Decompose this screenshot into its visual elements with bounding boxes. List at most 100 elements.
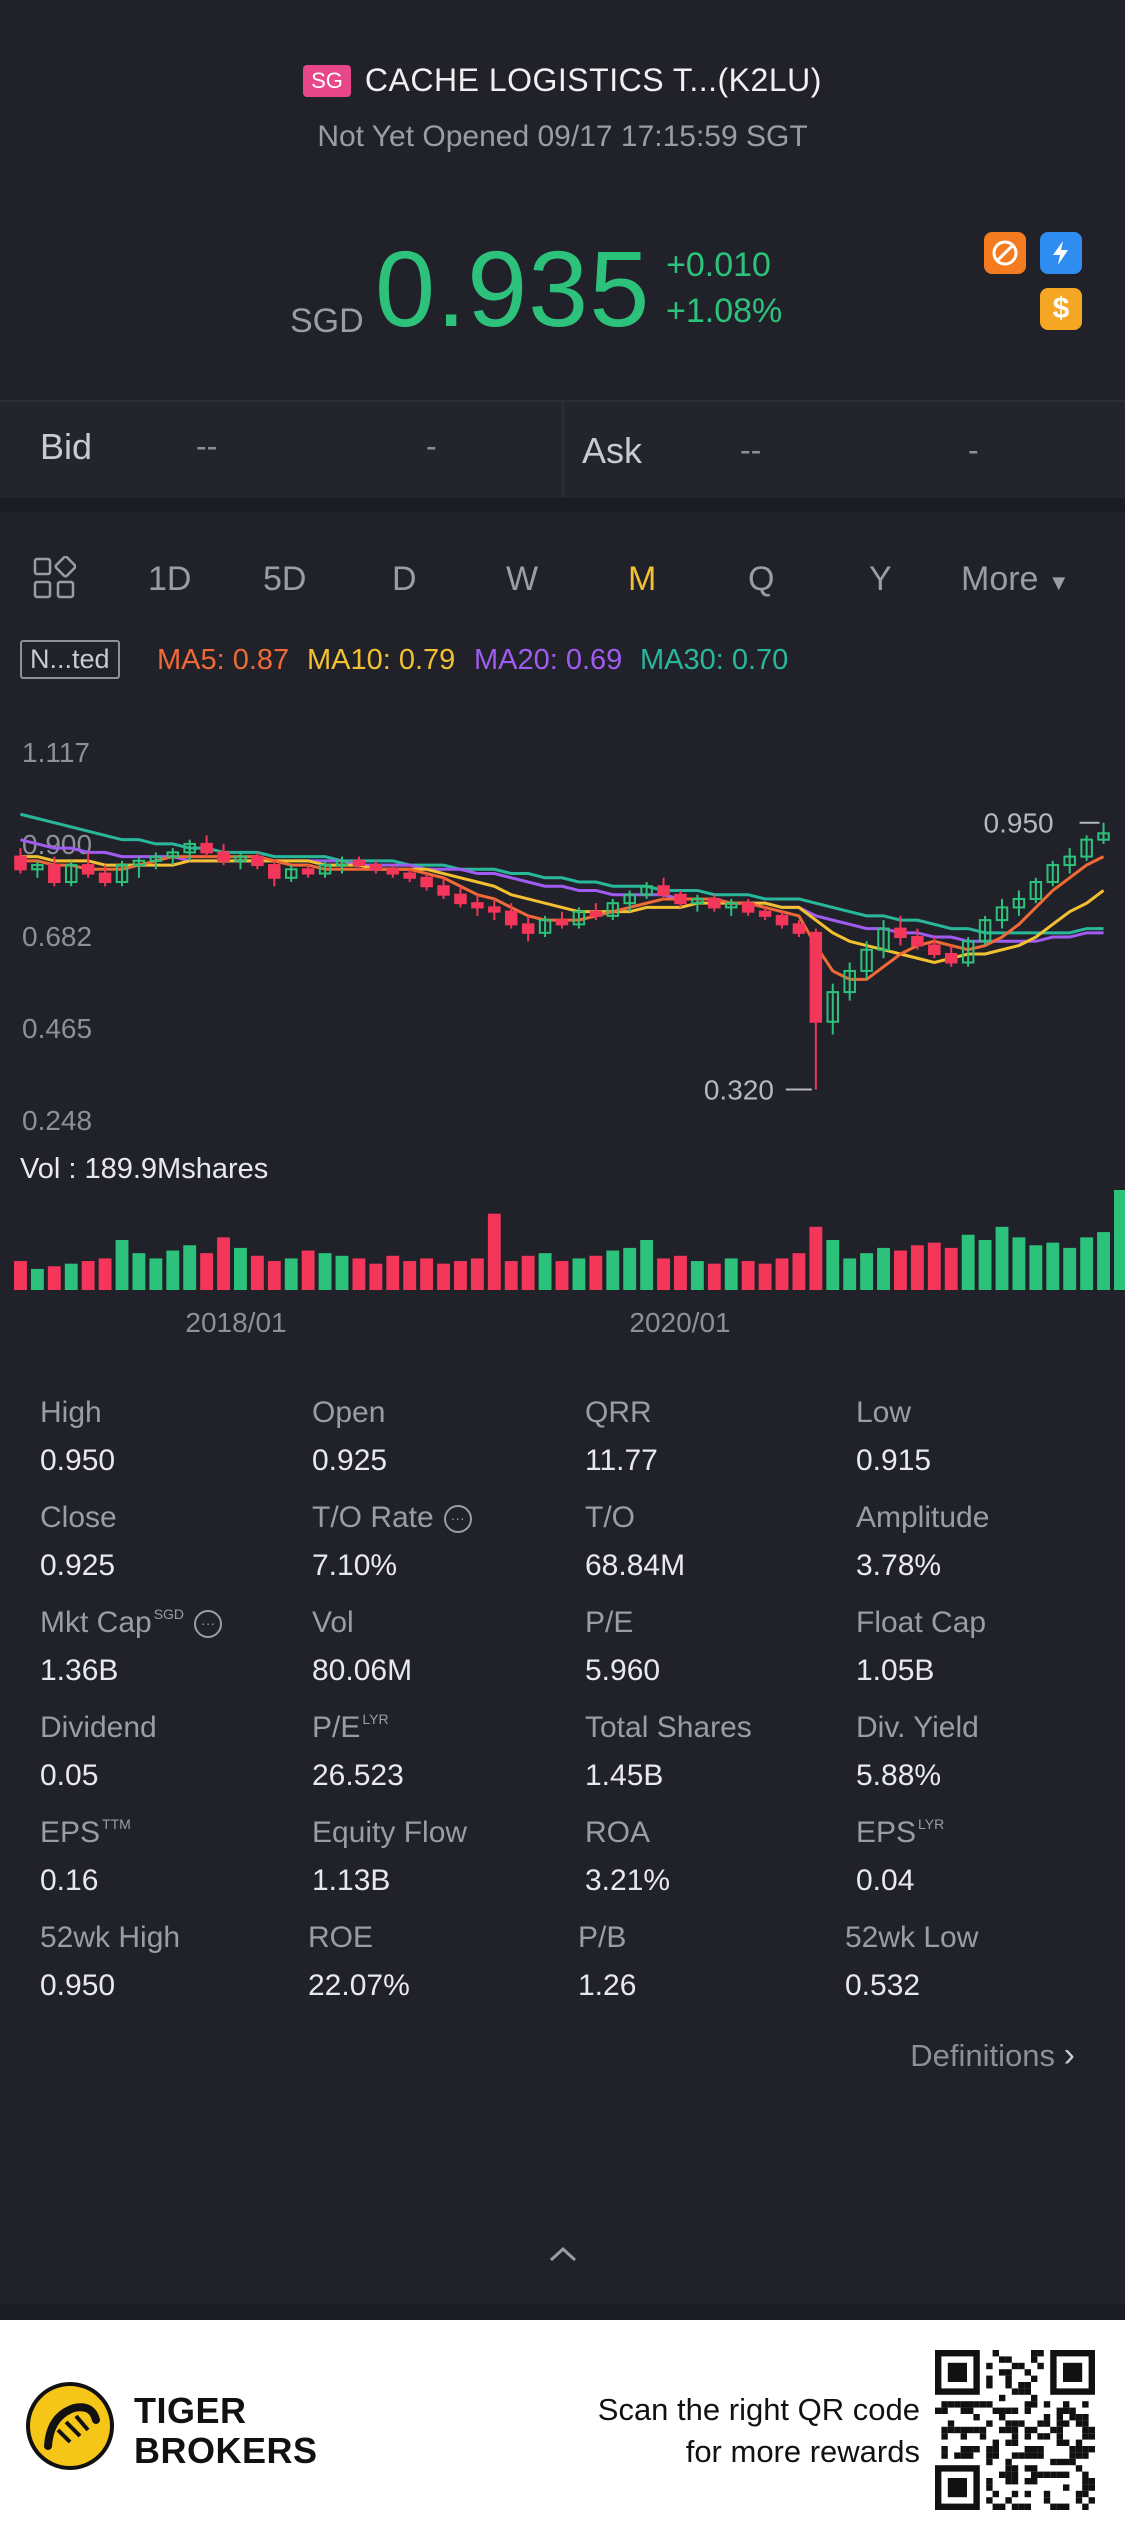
candle-body	[724, 902, 738, 909]
stat-value: 1.26	[578, 1969, 637, 2002]
candle-body	[284, 868, 298, 879]
qr-module	[992, 2490, 999, 2498]
qr-module	[954, 2401, 961, 2408]
adjust-button[interactable]: N...ted	[20, 640, 120, 679]
currency-label: SGD	[290, 302, 364, 340]
tab-more[interactable]: More ▼	[961, 560, 1070, 599]
qr-module	[1031, 2465, 1038, 2472]
stat-value: 0.05	[40, 1759, 99, 1792]
lightning-icon[interactable]	[1040, 232, 1082, 274]
candle-body	[877, 927, 890, 951]
qr-module	[1063, 2503, 1070, 2510]
ma-indicator-row: N...ted MA5: 0.87 MA10: 0.79 MA20: 0.69 …	[0, 640, 1125, 684]
stat-superscript: SGD	[153, 1606, 185, 1622]
volume-bar	[166, 1250, 180, 1290]
volume-bar	[1097, 1232, 1110, 1290]
stat-label-text: Open	[312, 1396, 386, 1429]
tab-5d[interactable]: 5D	[263, 560, 307, 598]
qr-module	[1082, 2503, 1089, 2510]
stat-label: EPS TTM	[40, 1816, 131, 1850]
volume-bar	[403, 1261, 417, 1290]
volume-bar	[115, 1240, 129, 1290]
volume-bars	[14, 1190, 1125, 1290]
qr-module	[1037, 2433, 1044, 2440]
stat-label-text: Amplitude	[856, 1501, 990, 1534]
info-icon[interactable]: ···	[443, 1505, 472, 1534]
qr-module	[1005, 2426, 1012, 2434]
tab-1d[interactable]: 1D	[148, 560, 192, 598]
stat-label: P/B	[578, 1921, 626, 1955]
qr-module	[1043, 2433, 1051, 2440]
qr-module	[1063, 2471, 1070, 2478]
qr-code-icon[interactable]	[935, 2350, 1095, 2510]
qr-module	[1082, 2471, 1089, 2478]
qr-module	[1005, 2478, 1012, 2485]
definitions-link[interactable]: Definitions ›	[910, 2036, 1075, 2075]
tab-q[interactable]: Q	[748, 560, 775, 598]
volume-bar	[1080, 1237, 1094, 1290]
tab-y[interactable]: Y	[869, 560, 892, 598]
stock-title[interactable]: CACHE LOGISTICS T...(K2LU)	[364, 62, 822, 98]
stat-label: Equity Flow	[312, 1816, 467, 1850]
qr-module	[1075, 2439, 1083, 2446]
no-short-icon[interactable]	[984, 232, 1026, 274]
qr-module	[1024, 2369, 1031, 2376]
qr-module	[1082, 2490, 1089, 2498]
volume-bar	[386, 1255, 400, 1290]
ask-label: Ask	[582, 430, 643, 471]
stat-value: 1.45B	[585, 1759, 664, 1792]
bid-ask-bar[interactable]: Bid -- - Ask -- -	[0, 402, 1125, 498]
volume-bar	[47, 1266, 61, 1290]
qr-module	[1088, 2484, 1095, 2491]
qr-module	[1024, 2388, 1031, 2395]
volume-bar	[724, 1258, 738, 1290]
grid-icon[interactable]	[32, 555, 77, 600]
stat-label-text: QRR	[585, 1396, 652, 1429]
qr-module	[1005, 2407, 1012, 2414]
volume-bar	[1012, 1237, 1026, 1290]
candle-body	[623, 893, 636, 905]
qr-module	[1082, 2452, 1089, 2459]
candle-body	[437, 885, 450, 896]
qr-module	[1082, 2446, 1089, 2453]
qr-module	[999, 2407, 1006, 2414]
tab-m[interactable]: M	[628, 560, 657, 598]
dollar-icon[interactable]: $	[1040, 288, 1082, 330]
tab-w[interactable]: W	[506, 560, 539, 598]
tab-d[interactable]: D	[392, 560, 417, 598]
candle-body	[708, 897, 721, 909]
qr-module	[1069, 2446, 1076, 2453]
stat-label-text: T/O	[585, 1501, 635, 1534]
volume-bar	[860, 1253, 874, 1290]
qr-module	[999, 2369, 1006, 2376]
qr-module	[960, 2452, 967, 2459]
qr-module	[1043, 2490, 1051, 2498]
qr-module	[986, 2452, 993, 2459]
qr-module	[1069, 2414, 1076, 2421]
candle-body	[335, 859, 349, 867]
qr-module	[1011, 2490, 1019, 2498]
candle-body	[149, 855, 163, 862]
qr-module	[1043, 2497, 1051, 2504]
qr-module	[1005, 2458, 1012, 2466]
candle-body	[928, 944, 941, 955]
stat-label-text: Vol	[312, 1606, 354, 1639]
qr-module	[1056, 2439, 1063, 2446]
collapse-button[interactable]	[0, 2242, 1125, 2271]
volume-bar	[470, 1258, 484, 1290]
volume-bar	[250, 1255, 264, 1290]
qr-module	[1037, 2471, 1044, 2478]
candle-body	[606, 902, 620, 917]
qr-module	[941, 2401, 948, 2408]
volume-bar	[504, 1261, 518, 1290]
stat-label: High	[40, 1396, 102, 1430]
stat-value: 5.88%	[856, 1759, 942, 1792]
qr-module	[999, 2426, 1006, 2434]
candle-body	[369, 864, 383, 871]
info-icon[interactable]: ···	[194, 1610, 223, 1639]
volume-bar	[741, 1261, 755, 1290]
volume-bar	[910, 1245, 924, 1290]
qr-module	[1082, 2414, 1089, 2421]
candle-body	[132, 859, 146, 867]
